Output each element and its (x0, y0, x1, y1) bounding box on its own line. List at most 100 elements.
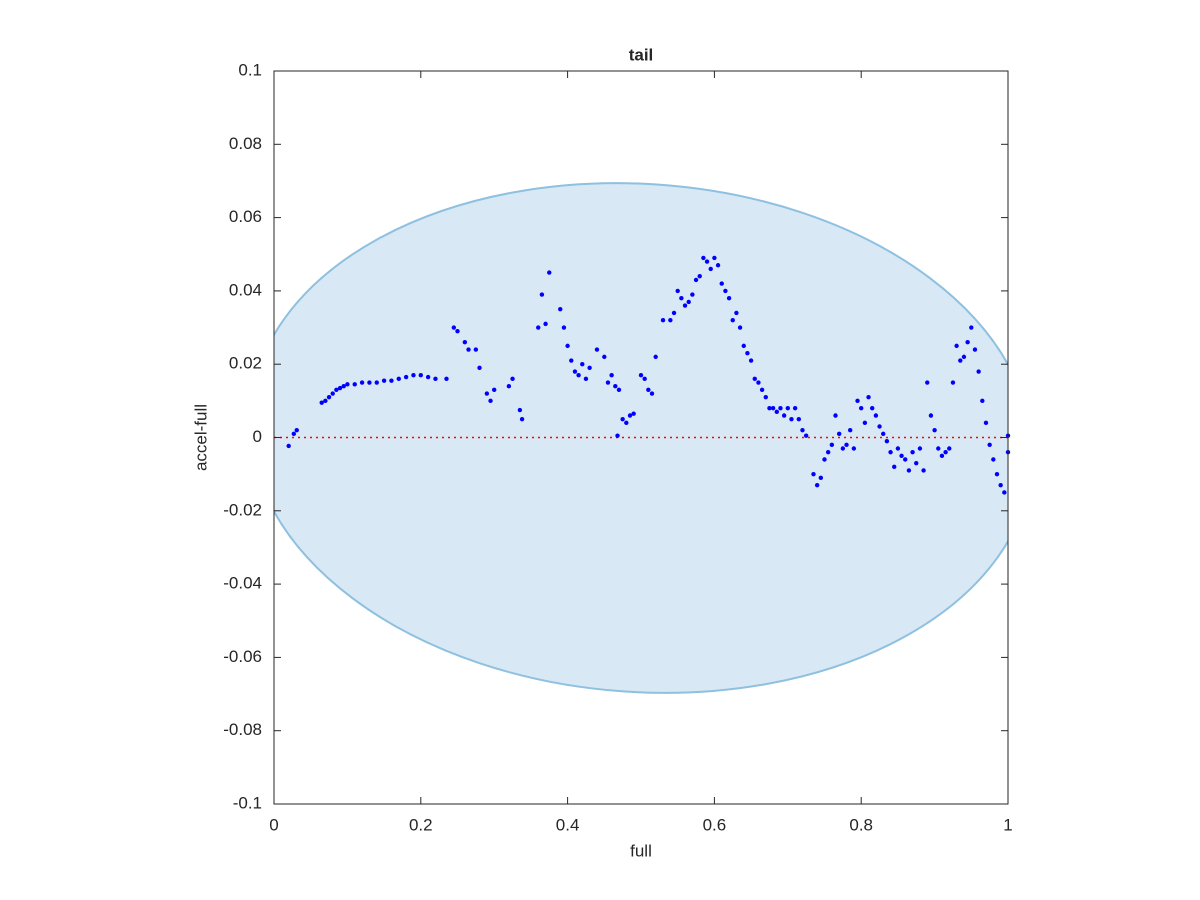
point (330, 391, 335, 396)
x-tick-label: 0 (269, 815, 278, 834)
point (983, 420, 989, 426)
y-axis-label: accel-full (191, 404, 210, 471)
point (594, 347, 600, 352)
point (994, 471, 1000, 477)
point (811, 471, 816, 477)
point (859, 405, 864, 411)
point (763, 394, 768, 400)
y-tick-label: 0.04 (229, 280, 262, 299)
point (477, 365, 482, 371)
point (965, 340, 970, 345)
point (895, 446, 901, 451)
point (323, 398, 328, 404)
point (444, 376, 449, 382)
point (451, 325, 457, 330)
point (638, 372, 644, 378)
point (814, 482, 820, 488)
point (679, 296, 684, 301)
point (759, 387, 765, 393)
point (708, 266, 713, 272)
point (583, 376, 589, 382)
point (840, 446, 846, 451)
point (286, 443, 291, 449)
point (939, 453, 945, 459)
point (642, 376, 647, 382)
point (519, 416, 525, 422)
point (624, 420, 629, 426)
point (671, 310, 677, 316)
point (785, 405, 790, 411)
point (958, 358, 963, 363)
point (466, 347, 471, 352)
point (627, 413, 633, 418)
point (686, 299, 691, 305)
point (602, 354, 607, 360)
y-tick-label: -0.08 (223, 720, 262, 739)
point (730, 318, 735, 323)
point (910, 449, 915, 455)
point (374, 380, 379, 385)
point (653, 354, 658, 360)
x-tick-label: 0.8 (849, 815, 873, 834)
point (341, 383, 346, 389)
point (543, 321, 548, 327)
point (745, 351, 750, 356)
point (326, 394, 332, 400)
point (825, 449, 831, 455)
y-tick-label: -0.04 (223, 574, 262, 593)
point (803, 433, 809, 438)
point (950, 380, 956, 385)
point (756, 380, 761, 385)
point (726, 296, 732, 301)
point (987, 442, 992, 448)
point (903, 457, 908, 462)
x-tick-label: 1 (1003, 815, 1012, 834)
y-tick-label: -0.06 (223, 647, 262, 666)
point (587, 365, 592, 371)
point (712, 255, 717, 261)
point (381, 378, 387, 383)
point (345, 382, 350, 387)
point (980, 398, 985, 404)
point (697, 274, 702, 279)
point (352, 382, 357, 387)
point (558, 307, 563, 312)
point (844, 442, 849, 448)
point (693, 277, 699, 283)
point (425, 374, 431, 380)
point (936, 446, 941, 451)
point (359, 380, 365, 385)
point (921, 468, 926, 473)
point (649, 391, 655, 396)
point (862, 420, 868, 426)
point (492, 387, 497, 393)
point (646, 387, 651, 393)
point (547, 270, 552, 275)
y-tick-label: -0.1 (233, 793, 262, 812)
point (829, 442, 835, 448)
point (976, 369, 981, 374)
point (701, 255, 706, 261)
point (715, 263, 721, 268)
point (337, 385, 343, 391)
point (847, 427, 853, 433)
point (561, 325, 567, 330)
point (899, 453, 904, 459)
point (752, 376, 757, 382)
y-tick-label: 0.1 (238, 60, 262, 79)
point (565, 343, 570, 349)
point (884, 438, 890, 444)
point (954, 343, 959, 349)
point (572, 369, 578, 374)
point (396, 376, 401, 382)
point (961, 354, 967, 360)
point (800, 427, 805, 433)
point (737, 325, 743, 330)
point (682, 303, 688, 308)
point (605, 380, 611, 385)
point (947, 446, 952, 451)
point (411, 372, 416, 378)
point (906, 468, 912, 473)
point (792, 405, 798, 411)
